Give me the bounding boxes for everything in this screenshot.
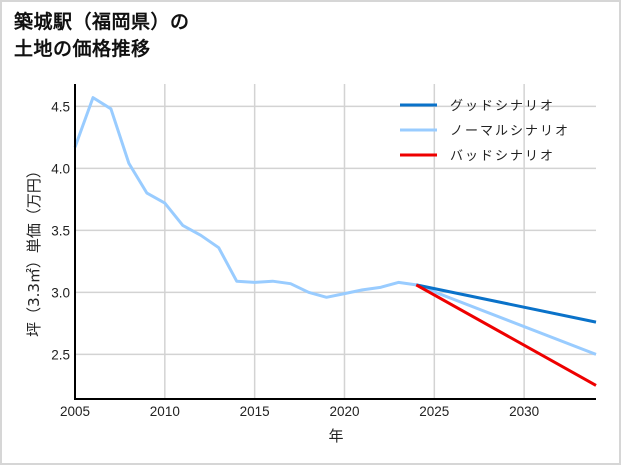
x-tick-label: 2015 xyxy=(240,404,270,419)
chart-title-line-2: 土地の価格推移 xyxy=(14,38,151,60)
y-tick-label: 2.5 xyxy=(51,347,70,362)
y-tick-label: 3.0 xyxy=(51,285,70,300)
y-tick-label: 4.0 xyxy=(51,161,70,176)
x-tick-label: 2030 xyxy=(509,404,539,419)
legend-label: ノーマルシナリオ xyxy=(450,124,570,139)
legend-label: グッドシナリオ xyxy=(450,99,555,114)
x-axis-label: 年 xyxy=(328,427,343,445)
x-tick-label: 2010 xyxy=(150,404,180,419)
x-tick-label: 2025 xyxy=(419,404,449,419)
y-tick-label: 4.5 xyxy=(51,99,70,114)
x-tick-label: 2005 xyxy=(60,404,90,419)
y-axis-label: 坪（3.3㎡）単価（万円） xyxy=(25,163,43,337)
legend-label: バッドシナリオ xyxy=(450,149,555,164)
series-line-bad xyxy=(415,283,597,387)
chart-title-line-1: 築城駅（福岡県）の xyxy=(14,11,190,33)
axes xyxy=(74,84,596,400)
series-line-normal xyxy=(73,96,597,356)
y-tick-label: 3.5 xyxy=(51,223,70,238)
x-tick-label: 2020 xyxy=(329,404,359,419)
tick-labels: 2.5 3.0 3.5 4.0 4.5 2005 2010 2015 2020 2025 2030 xyxy=(51,99,539,419)
chart-title: 築城駅（福岡県）の 土地の価格推移 xyxy=(14,9,190,63)
series-line-good xyxy=(415,283,597,324)
data-series xyxy=(73,96,597,387)
